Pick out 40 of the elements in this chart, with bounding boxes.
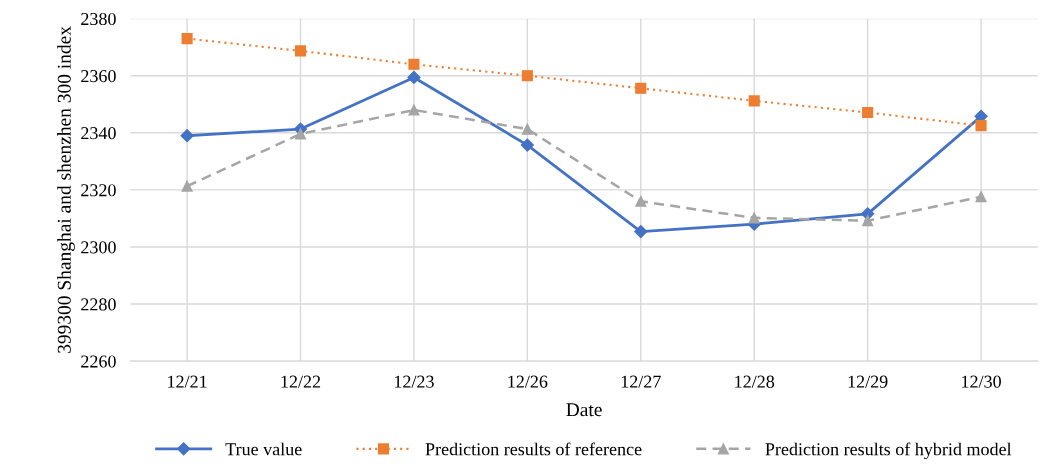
point xyxy=(181,33,193,45)
y-tick-label: 2300 xyxy=(81,241,116,254)
legend-label: Prediction results of reference xyxy=(425,442,642,456)
point xyxy=(862,215,874,227)
x-tick-label: 12/21 xyxy=(168,375,207,388)
x-tick-label: 12/28 xyxy=(735,375,775,388)
y-tick-label: 2280 xyxy=(81,298,116,311)
point xyxy=(521,70,533,82)
x-tick-label: 12/22 xyxy=(281,375,321,388)
point xyxy=(748,212,760,224)
point xyxy=(181,180,193,192)
x-axis-title: Date xyxy=(566,403,602,417)
point xyxy=(294,128,307,140)
x-tick-label: 12/23 xyxy=(394,375,434,388)
x-tick-label: 12/29 xyxy=(848,375,888,388)
point xyxy=(748,95,760,107)
point xyxy=(520,138,534,152)
point xyxy=(407,70,421,85)
point xyxy=(634,224,648,239)
point xyxy=(408,104,420,116)
point xyxy=(521,123,533,135)
legend-label: Prediction results of hybrid model xyxy=(765,442,1012,460)
y-tick-label: 2360 xyxy=(81,69,116,83)
point xyxy=(975,120,987,132)
y-tick-label: 2320 xyxy=(81,184,116,197)
x-tick-label: 12/26 xyxy=(508,375,548,388)
x-tick-label: 12/27 xyxy=(621,375,661,388)
point xyxy=(408,58,420,70)
point xyxy=(635,82,647,94)
y-tick-label: 2380 xyxy=(81,12,116,26)
legend-label: True value xyxy=(225,442,302,456)
x-tick-label: 12/30 xyxy=(962,375,1001,388)
point xyxy=(975,191,987,203)
point xyxy=(294,45,307,57)
y-axis-title: 399300 Shanghai and shenzhen 300 index xyxy=(57,26,75,353)
y-tick-label: 2260 xyxy=(81,355,116,368)
point xyxy=(862,106,874,119)
point xyxy=(635,195,647,207)
point xyxy=(180,129,194,143)
y-tick-label: 2340 xyxy=(81,127,116,140)
